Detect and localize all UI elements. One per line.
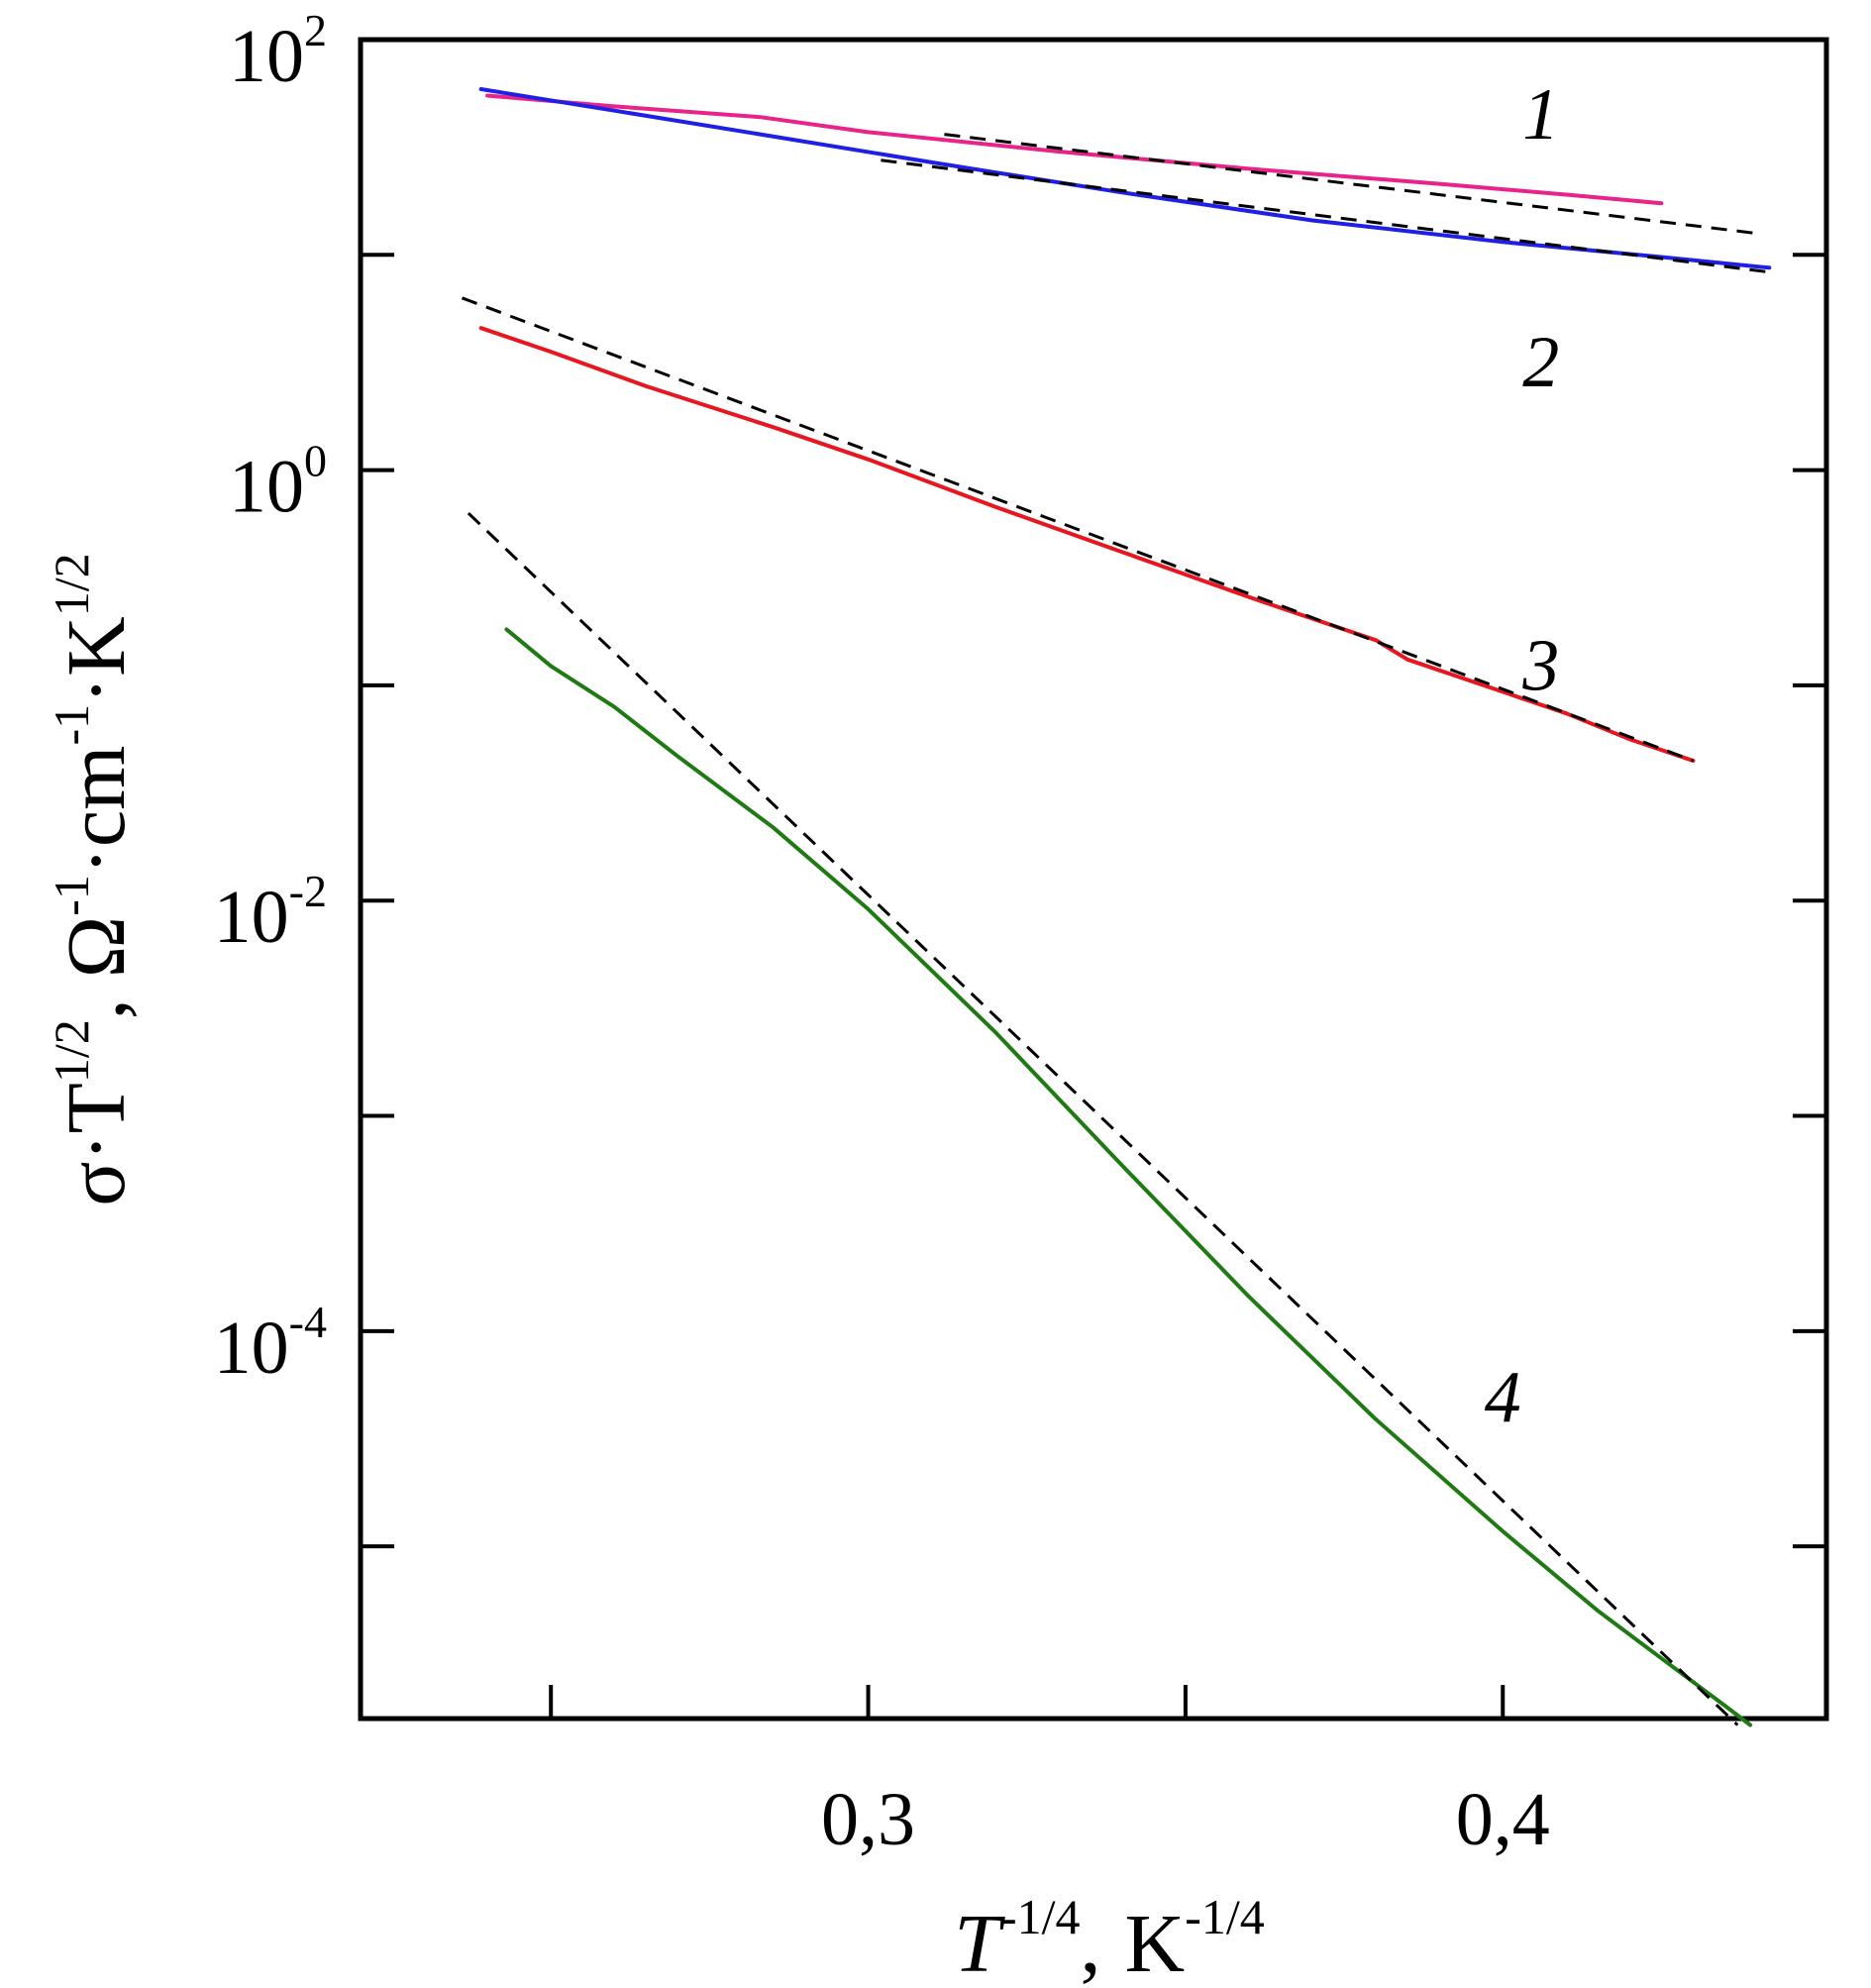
series-line-d2 bbox=[881, 158, 1770, 274]
y-tick-label-base: 10 bbox=[214, 1307, 289, 1390]
y-tick-label: 100 bbox=[229, 436, 327, 529]
y-tick-label: 102 bbox=[229, 5, 327, 98]
series-group bbox=[461, 87, 1772, 1727]
y-tick-label-base: 10 bbox=[229, 446, 304, 529]
curve-label-2: 2 bbox=[1522, 322, 1559, 403]
y-tick-label: 10-4 bbox=[214, 1297, 327, 1390]
curve-label-1: 1 bbox=[1522, 74, 1559, 156]
plot-frame bbox=[358, 37, 1829, 1722]
series-line-d4 bbox=[467, 512, 1739, 1726]
series-line-c4 bbox=[504, 627, 1753, 1727]
y-tick-label-base: 10 bbox=[229, 15, 304, 98]
series-line-c1 bbox=[485, 93, 1664, 206]
y-tick-label-base: 10 bbox=[214, 876, 289, 959]
curve-labels: 1 2 3 4 bbox=[1485, 74, 1559, 1438]
series-line-c2 bbox=[478, 87, 1772, 270]
y-tick-label-exponent: 0 bbox=[304, 436, 327, 486]
x-axis-title: T-1/4, K-1/4 bbox=[954, 1889, 1264, 1988]
series-line-d1 bbox=[944, 133, 1757, 236]
y-tick-label-exponent: 2 bbox=[304, 5, 327, 55]
ticks bbox=[361, 38, 1826, 1719]
curve-label-3: 3 bbox=[1521, 625, 1559, 706]
curve-label-4: 4 bbox=[1485, 1357, 1521, 1438]
series-line-d3 bbox=[461, 296, 1695, 763]
y-tick-label: 10-2 bbox=[214, 866, 327, 959]
x-tick-label: 0,4 bbox=[1456, 1778, 1550, 1861]
y-tick-label-exponent: -4 bbox=[289, 1297, 327, 1347]
x-tick-label: 0,3 bbox=[821, 1778, 915, 1861]
y-axis-title: σ·T1/2, Ω-1·cm-1·K1/2 bbox=[44, 553, 143, 1205]
y-tick-label-exponent: -2 bbox=[289, 866, 327, 916]
series-line-c3 bbox=[478, 326, 1696, 763]
